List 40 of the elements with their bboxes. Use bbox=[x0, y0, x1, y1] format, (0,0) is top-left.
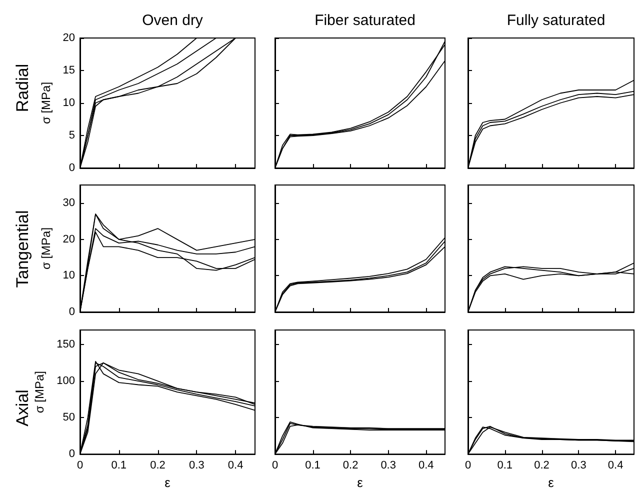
x-axis-title: ε bbox=[548, 475, 554, 490]
y-tick-label: 5 bbox=[68, 130, 75, 142]
x-tick-label: 0 bbox=[272, 460, 278, 472]
x-tick-label: 0.3 bbox=[380, 460, 396, 472]
x-axis-title: ε bbox=[357, 475, 364, 490]
x-tick-label: 0.2 bbox=[342, 460, 358, 472]
y-axis-title: σ [MPa] bbox=[38, 227, 53, 270]
y-tick-label: 150 bbox=[56, 338, 75, 351]
text: Tangential bbox=[13, 210, 32, 288]
text: Axial bbox=[13, 390, 32, 426]
y-tick-label: 10 bbox=[62, 270, 75, 282]
chart-title: Fully saturated bbox=[506, 12, 606, 29]
x-tick-label: 0.3 bbox=[571, 460, 586, 472]
y-tick-label: 10 bbox=[62, 97, 75, 109]
y-tick-label: 30 bbox=[62, 197, 75, 210]
y-tick-label: 15 bbox=[62, 64, 75, 76]
x-tick-label: 0 bbox=[464, 460, 472, 472]
y-tick-label: 20 bbox=[62, 233, 75, 246]
y-tick-label: 20 bbox=[62, 32, 75, 44]
y-tick-label: 0 bbox=[68, 162, 75, 174]
x-axis-title: ε bbox=[164, 475, 171, 490]
y-tick-label: 0 bbox=[68, 448, 75, 460]
y-axis-title: σ [MPa] bbox=[38, 82, 53, 124]
x-tick-label: 0.4 bbox=[418, 460, 434, 472]
chart-title: Oven dry bbox=[142, 12, 204, 29]
x-tick-label: 0.3 bbox=[189, 460, 204, 472]
x-tick-label: 0.1 bbox=[305, 460, 320, 472]
x-tick-label: 0.2 bbox=[150, 460, 166, 472]
x-tick-label: 0 bbox=[76, 460, 84, 472]
x-tick-label: 0.2 bbox=[534, 460, 550, 472]
chart-title: Fiber saturated bbox=[314, 12, 416, 29]
x-tick-label: 0.4 bbox=[228, 460, 244, 472]
y-tick-label: 100 bbox=[56, 375, 75, 388]
x-tick-label: 0.1 bbox=[111, 460, 127, 472]
y-tick-label: 50 bbox=[62, 412, 75, 424]
x-tick-label: 0.4 bbox=[608, 460, 624, 472]
text: Radial bbox=[13, 64, 32, 112]
y-tick-label: 0 bbox=[68, 306, 75, 318]
x-tick-label: 0.1 bbox=[497, 460, 513, 472]
y-axis-title: σ [MPa] bbox=[32, 371, 47, 414]
